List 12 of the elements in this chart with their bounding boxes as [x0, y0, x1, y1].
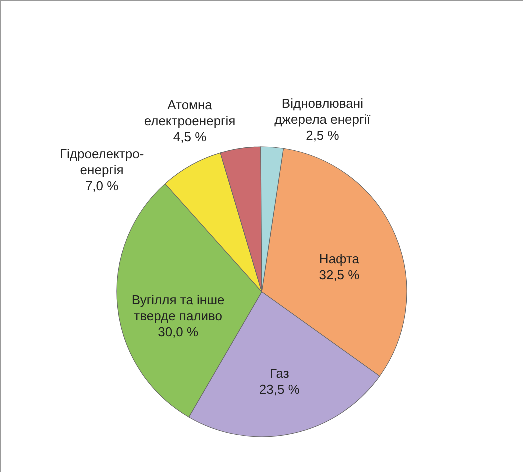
data-label: 32,5 %: [319, 267, 360, 282]
slice-label: Вугілля та інше тверде паливо: [132, 292, 225, 324]
slice-label: Гідроелектро- енергія: [60, 146, 144, 178]
data-label: 7,0 %: [85, 178, 120, 194]
data-label: 23,5 %: [259, 382, 300, 398]
data-label: 4,5 %: [173, 130, 208, 145]
slice-label: Відновлювані джерела енергії: [274, 96, 372, 127]
data-label: 30,0 %: [158, 324, 200, 340]
slice-label: Газ: [270, 366, 290, 382]
slice-label: Нафта: [319, 251, 360, 266]
slice-label: Атомна електроенергія: [144, 98, 236, 129]
data-label: 2,5 %: [306, 128, 340, 143]
